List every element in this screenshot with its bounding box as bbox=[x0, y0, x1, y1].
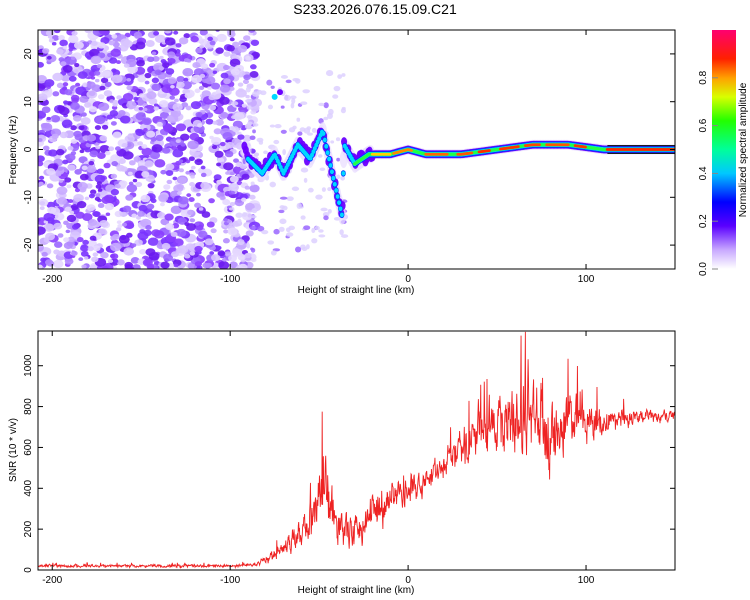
colorbar-tick-label: 0.2 bbox=[698, 214, 709, 228]
colorbar-tick-label: 0.4 bbox=[698, 166, 709, 180]
x-tick-label: -100 bbox=[220, 274, 240, 285]
x-tick-label: 0 bbox=[405, 575, 411, 586]
y-tick: 10 bbox=[23, 96, 675, 108]
snr-panel: -200 -100 0 100 0 200 400 600 800 1000 Height of… bbox=[8, 330, 676, 596]
colorbar-tick-label: 0.0 bbox=[698, 262, 709, 276]
snr-line bbox=[38, 331, 675, 570]
snr-series bbox=[38, 331, 675, 570]
x-tick-label: 100 bbox=[578, 274, 595, 285]
y-tick: 20 bbox=[23, 48, 675, 60]
y-tick: 400 bbox=[23, 480, 675, 497]
x-tick: 0 bbox=[405, 30, 411, 285]
colorbar-ticks: 0.0 0.2 0.4 0.6 0.8 bbox=[698, 70, 718, 276]
noise-speckle bbox=[38, 30, 349, 269]
snr-x-label: Height of straight line (km) bbox=[298, 585, 415, 596]
snr-frame bbox=[37, 330, 676, 571]
y-tick: 200 bbox=[23, 520, 675, 537]
colorbar-tick: 0.2 bbox=[698, 214, 718, 228]
snr-background bbox=[38, 331, 675, 570]
colorbar: 0.0 0.2 0.4 0.6 0.8 Normalized spectral ampl… bbox=[698, 30, 749, 276]
y-tick-label: 200 bbox=[23, 520, 34, 537]
y-tick-label: 1000 bbox=[23, 354, 34, 377]
y-tick: 1000 bbox=[23, 354, 675, 377]
x-tick: 100 bbox=[578, 331, 595, 586]
spectrogram-y-ticks: -20 -10 0 10 20 bbox=[23, 48, 675, 252]
y-tick: 0 bbox=[23, 567, 675, 573]
signal-ridge bbox=[240, 79, 675, 225]
y-tick-label: 0 bbox=[23, 146, 34, 152]
y-tick: -10 bbox=[23, 190, 675, 205]
y-tick: 0 bbox=[23, 146, 675, 152]
y-tick-label: -20 bbox=[23, 237, 34, 252]
colorbar-tick-label: 0.6 bbox=[698, 118, 709, 132]
y-tick: 800 bbox=[23, 398, 675, 415]
spectrogram-y-label: Frequency (Hz) bbox=[8, 116, 19, 185]
colorbar-tick: 0.0 bbox=[698, 262, 718, 276]
spectrogram-x-label: Height of straight line (km) bbox=[298, 285, 415, 296]
x-tick: -200 bbox=[42, 30, 63, 285]
snr-y-ticks: 0 200 400 600 800 1000 bbox=[23, 354, 675, 573]
snr-x-ticks: -200 -100 0 100 bbox=[42, 331, 595, 586]
x-tick: 100 bbox=[578, 30, 595, 285]
x-tick: -100 bbox=[220, 331, 241, 586]
colorbar-tick: 0.8 bbox=[698, 70, 718, 85]
colorbar-gradient bbox=[712, 30, 736, 269]
figure-title: S233.2026.076.15.09.C21 bbox=[293, 1, 457, 17]
y-tick-label: 800 bbox=[23, 398, 34, 415]
x-tick-label: 100 bbox=[578, 575, 595, 586]
x-tick-label: -200 bbox=[42, 274, 62, 285]
x-tick: 0 bbox=[405, 331, 411, 586]
colorbar-label: Normalized spectral amplitude bbox=[738, 82, 749, 217]
spectrogram-x-ticks: -200 -100 0 100 bbox=[42, 30, 595, 285]
y-tick-label: 600 bbox=[23, 439, 34, 456]
y-tick-label: -10 bbox=[23, 190, 34, 205]
y-tick-label: 20 bbox=[23, 48, 34, 60]
x-tick-label: 0 bbox=[405, 274, 411, 285]
y-tick-label: 0 bbox=[23, 567, 34, 573]
y-tick-label: 400 bbox=[23, 480, 34, 497]
y-tick-label: 10 bbox=[23, 96, 34, 108]
snr-y-label: SNR (10 * v/v) bbox=[8, 418, 19, 482]
spectrogram-heatmap bbox=[38, 30, 675, 269]
x-tick-label: -100 bbox=[220, 575, 240, 586]
colorbar-tick: 0.4 bbox=[698, 166, 718, 180]
x-tick: -100 bbox=[220, 30, 241, 285]
x-tick-label: -200 bbox=[42, 575, 62, 586]
x-tick: -200 bbox=[42, 331, 63, 586]
colorbar-tick-label: 0.8 bbox=[698, 70, 709, 84]
y-tick: -20 bbox=[23, 237, 675, 252]
colorbar-tick: 0.6 bbox=[698, 118, 718, 133]
y-tick: 600 bbox=[23, 439, 675, 456]
